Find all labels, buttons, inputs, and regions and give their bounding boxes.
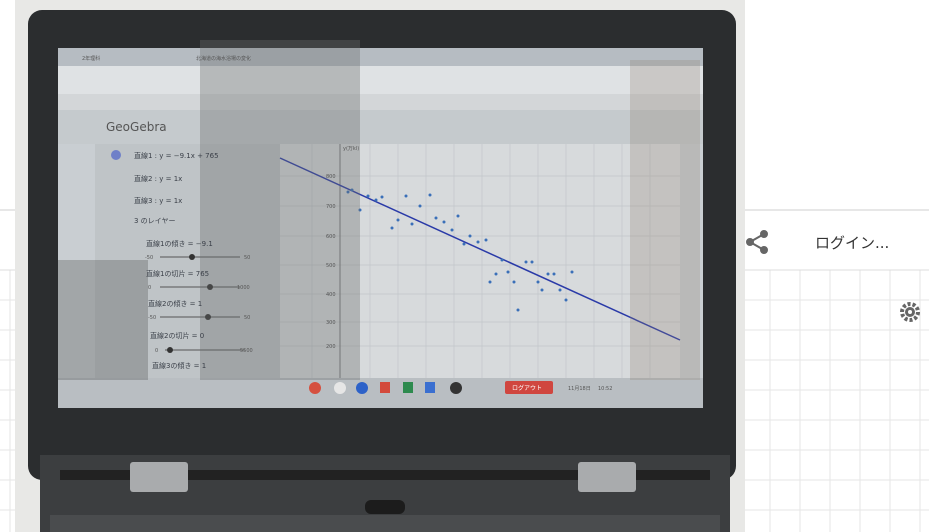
algebra-row: 直線2の傾き = 1 <box>148 299 202 308</box>
slider-min: 0 <box>155 348 158 354</box>
slider-min: -50 <box>145 255 153 261</box>
photo <box>15 0 745 532</box>
axis-label: y(万kl) <box>343 146 359 152</box>
login-button[interactable]: ログイン... <box>815 234 889 252</box>
algebra-row: 直線1 : y = −9.1x + 765 <box>134 151 219 160</box>
time: 10:52 <box>598 386 612 392</box>
algebra-row: 直線1の切片 = 765 <box>146 269 209 278</box>
settings-icon[interactable] <box>900 302 920 322</box>
y-tick-label: 200 <box>326 344 336 350</box>
algebra-row: 直線1の傾き = −9.1 <box>146 239 213 248</box>
slider-max: 50 <box>244 315 250 321</box>
outer-grid <box>0 270 929 532</box>
logout-button: ログアウト <box>512 384 542 392</box>
y-tick-label: 800 <box>326 174 336 180</box>
slider-min: -50 <box>148 315 156 321</box>
y-tick-label: 300 <box>326 320 336 326</box>
algebra-row: 直線2 : y = 1x <box>134 174 182 183</box>
slider-min: 0 <box>148 285 151 291</box>
date: 11月18日 <box>568 386 591 392</box>
slider-max: 50 <box>244 255 250 261</box>
y-tick-label: 700 <box>326 204 336 210</box>
algebra-row: 直線2の切片 = 0 <box>150 331 204 340</box>
share-icon[interactable] <box>746 230 768 254</box>
algebra-row: 直線3 : y = 1x <box>134 196 182 205</box>
y-tick-label: 400 <box>326 292 336 298</box>
browser-tab: 2年理科 <box>82 55 100 62</box>
slider-max: 1000 <box>237 285 250 291</box>
algebra-row: 3 のレイヤー <box>134 217 175 225</box>
y-tick-label: 500 <box>326 263 336 269</box>
browser-tab: 北海道の海水浴場の変化 <box>196 55 251 62</box>
y-tick-label: 600 <box>326 234 336 240</box>
algebra-row: 直線3の傾き = 1 <box>152 361 206 370</box>
app-title: GeoGebra <box>106 120 167 134</box>
slider-max: 5500 <box>240 348 253 354</box>
